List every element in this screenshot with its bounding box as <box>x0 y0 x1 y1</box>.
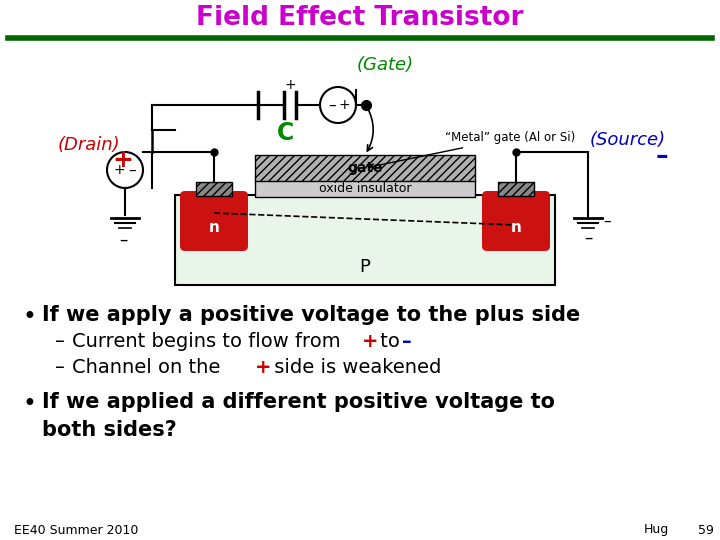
Text: –: – <box>584 229 592 247</box>
Text: +: + <box>338 98 350 112</box>
Text: (Gate): (Gate) <box>356 56 413 74</box>
Text: Hug: Hug <box>644 523 670 537</box>
Text: If we apply a positive voltage to the plus side: If we apply a positive voltage to the pl… <box>42 305 580 325</box>
Text: gate: gate <box>347 161 383 175</box>
Text: to: to <box>374 332 406 351</box>
Text: +: + <box>112 148 133 172</box>
Text: –: – <box>656 144 669 168</box>
Text: (Source): (Source) <box>590 131 666 149</box>
Text: Current begins to flow from: Current begins to flow from <box>72 332 347 351</box>
Bar <box>175 195 555 285</box>
FancyBboxPatch shape <box>180 191 248 251</box>
Bar <box>255 155 475 181</box>
Text: +: + <box>113 163 125 177</box>
Text: –: – <box>55 332 65 351</box>
Text: –: – <box>328 98 336 112</box>
Text: –: – <box>603 213 611 228</box>
Text: If we applied a different positive voltage to: If we applied a different positive volta… <box>42 392 555 412</box>
Text: n: n <box>510 219 521 234</box>
Text: EE40 Summer 2010: EE40 Summer 2010 <box>14 523 138 537</box>
Text: –: – <box>119 231 127 249</box>
Text: (Drain): (Drain) <box>58 136 121 154</box>
Text: both sides?: both sides? <box>42 420 176 440</box>
Text: P: P <box>359 258 370 276</box>
Text: C: C <box>276 121 294 145</box>
Text: +: + <box>284 78 296 92</box>
Text: –: – <box>55 358 65 377</box>
Text: oxide insulator: oxide insulator <box>319 182 411 195</box>
Text: n: n <box>209 219 220 234</box>
Text: •: • <box>22 305 36 329</box>
Text: Channel on the: Channel on the <box>72 358 227 377</box>
Bar <box>255 180 475 197</box>
Text: +: + <box>255 358 271 377</box>
Text: Field Effect Transistor: Field Effect Transistor <box>197 5 523 31</box>
Text: side is weakened: side is weakened <box>268 358 441 377</box>
FancyBboxPatch shape <box>482 191 550 251</box>
Text: “Metal” gate (Al or Si): “Metal” gate (Al or Si) <box>369 132 575 168</box>
Text: +: + <box>362 332 379 351</box>
Bar <box>498 182 534 196</box>
Text: –: – <box>128 163 136 178</box>
Bar <box>196 182 232 196</box>
Text: •: • <box>22 392 36 416</box>
Text: 59: 59 <box>698 523 714 537</box>
Text: –: – <box>402 332 412 351</box>
